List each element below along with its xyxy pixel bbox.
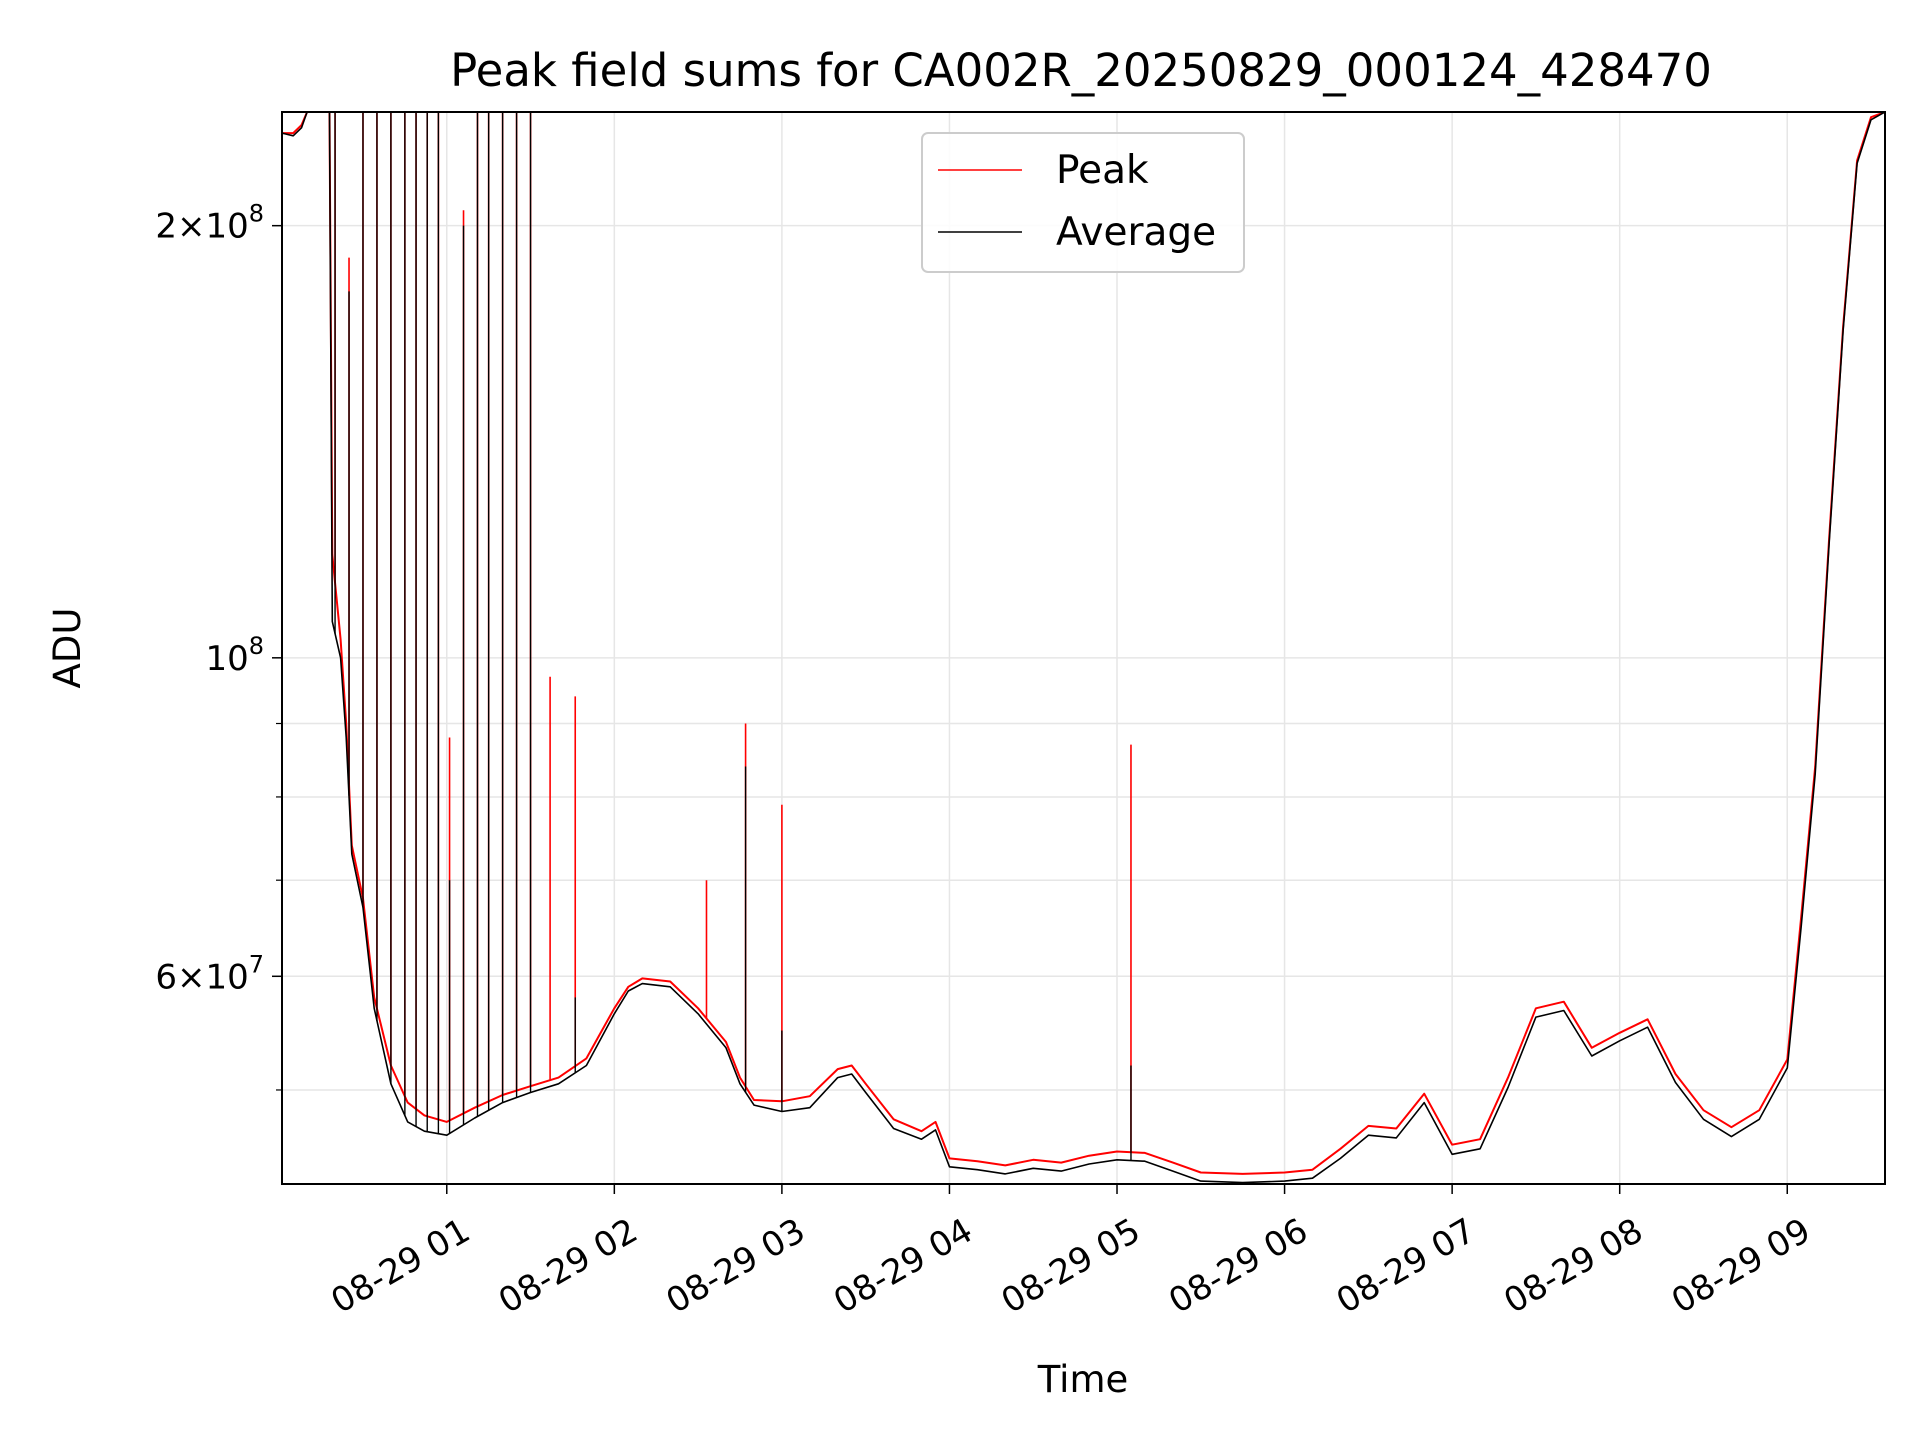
x-axis-label: Time <box>1037 1358 1129 1401</box>
series-layer <box>282 112 1885 1184</box>
y-tick-label: 6×107 <box>155 950 264 997</box>
y-tick-label: 108 <box>205 632 264 679</box>
plot-frame <box>281 111 1886 1185</box>
legend-box <box>921 132 1245 273</box>
series-line-peak <box>282 112 1885 1175</box>
y-tick-label: 2×108 <box>155 200 264 247</box>
legend-peak-label: Peak <box>1056 148 1149 193</box>
legend-average-label: Average <box>1056 210 1216 255</box>
chart-title: Peak field sums for CA002R_20250829_0001… <box>450 44 1712 97</box>
series-average <box>282 112 1885 1184</box>
grid <box>282 112 1885 1184</box>
legend: Peak Average <box>921 132 1245 273</box>
y-axis-label: ADU <box>46 608 89 689</box>
series-line-average <box>282 112 1885 1184</box>
